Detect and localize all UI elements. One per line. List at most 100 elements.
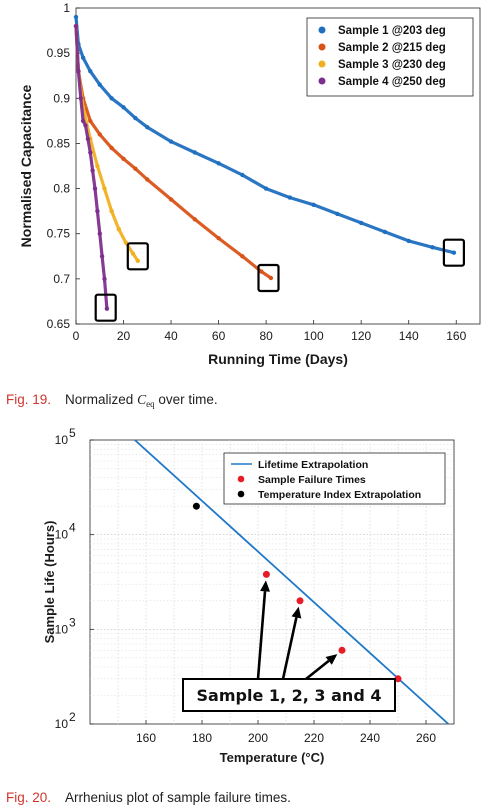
series-2-point-12 bbox=[240, 254, 245, 259]
y-tick-label-07: 1 bbox=[63, 1, 70, 15]
arrow-head-3 bbox=[325, 654, 338, 665]
y-tick-labels: 0.65 0.7 0.75 0.8 0.85 0.9 0.95 1 bbox=[47, 1, 71, 331]
figure-20-caption: Fig. 20. Arrhenius plot of sample failure… bbox=[6, 790, 291, 805]
series-1-point-11 bbox=[216, 161, 221, 166]
y-tick-label-06: 0.95 bbox=[47, 46, 71, 60]
series-3-point-06 bbox=[109, 208, 114, 214]
series-1-point-20 bbox=[430, 245, 435, 250]
y-tick-exponent-00: 2 bbox=[69, 710, 76, 724]
series-1-point-12 bbox=[240, 172, 245, 178]
series-1-point-15 bbox=[311, 202, 316, 207]
series-layer bbox=[134, 440, 450, 724]
x-tick-label-06: 120 bbox=[351, 329, 371, 343]
legend-marker-4 bbox=[318, 77, 326, 85]
series-1-point-05 bbox=[109, 96, 114, 101]
series-1-point-07 bbox=[133, 115, 138, 121]
series-2-point-10 bbox=[192, 217, 197, 222]
series-2-point-13 bbox=[259, 269, 264, 274]
series-2-point-08 bbox=[145, 177, 150, 182]
series-3-point-05 bbox=[102, 186, 107, 191]
series-1-point-10 bbox=[192, 150, 197, 155]
index-point-1 bbox=[192, 502, 200, 510]
figure-19-text-pre: Normalized bbox=[65, 392, 138, 407]
series-4-point-11 bbox=[99, 254, 105, 259]
legend-marker-1 bbox=[318, 26, 326, 34]
annotation-text: Sample 1, 2, 3 and 4 bbox=[197, 686, 382, 705]
y-tick-label-00: 10 bbox=[55, 717, 69, 731]
series-2-point-06 bbox=[121, 156, 126, 161]
arrow-head-1 bbox=[260, 580, 270, 592]
series-1-point-03 bbox=[88, 69, 93, 74]
series-1-point-08 bbox=[145, 125, 150, 130]
series-2-point-07 bbox=[133, 166, 138, 171]
x-tick-label-01: 180 bbox=[192, 731, 212, 745]
figure-20-text: Arrhenius plot of sample failure times. bbox=[65, 790, 291, 805]
series-4-point-04 bbox=[83, 123, 88, 128]
series-1-point-13 bbox=[263, 186, 269, 191]
x-tick-labels: 0 20 40 60 80 100 120 140 160 bbox=[73, 329, 467, 343]
failure-markers bbox=[94, 238, 465, 322]
arrow-shaft-3 bbox=[305, 659, 330, 681]
y-tick-label-01: 10 bbox=[55, 622, 69, 636]
series-4-point-00 bbox=[73, 23, 79, 29]
series-4-point-08 bbox=[92, 186, 98, 191]
legend-label-3: Sample 3 @230 deg bbox=[338, 59, 446, 71]
x-tick-label-05: 100 bbox=[304, 329, 324, 343]
y-tick-label-05: 0.9 bbox=[53, 91, 70, 105]
series-1-point-14 bbox=[287, 195, 293, 200]
y-axis-label: Normalised Capacitance bbox=[18, 84, 34, 247]
series-1-point-02 bbox=[80, 55, 86, 60]
failure-box-4 bbox=[94, 293, 117, 322]
series-4-point-09 bbox=[95, 208, 100, 214]
legend-marker-failure bbox=[237, 475, 245, 483]
legend-label-2: Sample Failure Times bbox=[258, 474, 366, 486]
legend-box bbox=[223, 452, 446, 505]
legend-marker-index bbox=[237, 490, 245, 498]
failure-box-3 bbox=[442, 238, 465, 267]
x-tick-label-05: 260 bbox=[416, 731, 436, 745]
series-4-point-12 bbox=[102, 276, 107, 282]
capacitance-chart: 0 20 40 60 80 100 120 140 160 0.65 0.7 0.75 0.8 0.85… bbox=[18, 1, 481, 367]
y-axis-label: Sample Life (Hours) bbox=[42, 521, 57, 644]
legend-label-1: Sample 1 @203 deg bbox=[338, 25, 446, 37]
series-layer bbox=[73, 14, 457, 311]
x-tick-label-02: 200 bbox=[248, 731, 268, 745]
y-tick-label-02: 10 bbox=[55, 528, 69, 542]
y-tick-exponent-01: 3 bbox=[69, 615, 76, 629]
failure-point-1 bbox=[262, 570, 270, 578]
series-3-point-07 bbox=[116, 227, 122, 232]
y-tick-label-03: 0.8 bbox=[53, 182, 70, 196]
arrow-shaft-1 bbox=[256, 591, 267, 680]
failure-point-3 bbox=[338, 646, 346, 654]
arrow-head-2 bbox=[291, 606, 302, 619]
series-1-point-17 bbox=[359, 220, 364, 226]
legend-label-2: Sample 2 @215 deg bbox=[338, 42, 446, 54]
series-1-point-04 bbox=[97, 82, 103, 87]
legend: Sample 1 @203 deg Sample 2 @215 deg Samp… bbox=[306, 17, 474, 97]
failure-point-2 bbox=[296, 597, 304, 605]
x-tick-labels: 160 180 200 220 240 260 bbox=[136, 731, 436, 745]
series-3-point-09 bbox=[130, 251, 136, 256]
legend-label-3: Temperature Index Extrapolation bbox=[258, 489, 421, 501]
figure-19-subscript: eq bbox=[146, 399, 155, 409]
series-1-point-19 bbox=[406, 238, 411, 244]
series-4-point-02 bbox=[78, 96, 84, 101]
series-4-point-07 bbox=[90, 168, 95, 173]
x-axis-label: Running Time (Days) bbox=[208, 351, 348, 367]
failure-point-4 bbox=[394, 675, 402, 683]
series-4-point-03 bbox=[80, 118, 86, 124]
x-tick-label-03: 220 bbox=[304, 731, 324, 745]
x-tick-label-04: 80 bbox=[259, 329, 273, 343]
x-axis-label: Temperature (°C) bbox=[220, 750, 325, 765]
x-tick-label-00: 0 bbox=[73, 329, 80, 343]
x-tick-label-03: 60 bbox=[212, 329, 226, 343]
series-1-trace bbox=[74, 15, 456, 255]
legend-marker-2 bbox=[318, 43, 326, 51]
tick-marks bbox=[75, 7, 457, 325]
figure-19-text-post: over time. bbox=[154, 392, 218, 407]
annotation-box bbox=[182, 678, 396, 712]
failure-box-2 bbox=[257, 263, 280, 293]
series-4-point-13 bbox=[104, 306, 110, 311]
